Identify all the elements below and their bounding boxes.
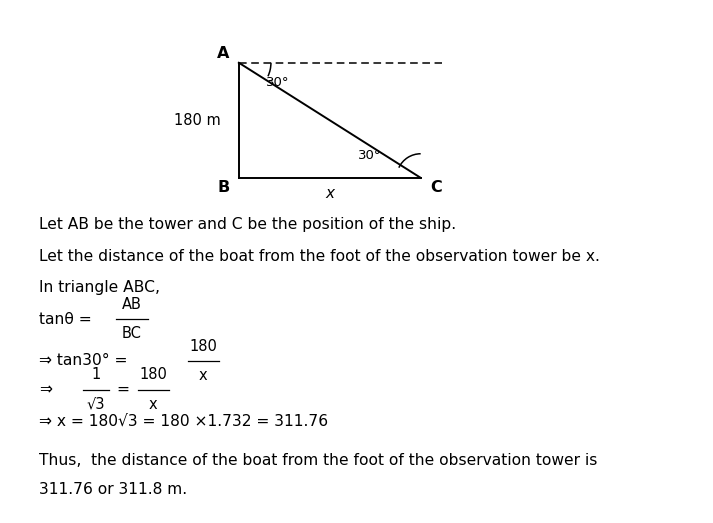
Text: =: = — [116, 382, 129, 397]
Text: AB: AB — [122, 297, 142, 312]
Text: 180 m: 180 m — [174, 113, 221, 128]
Text: C: C — [431, 180, 442, 195]
Text: B: B — [217, 180, 230, 195]
Text: √3: √3 — [87, 397, 106, 412]
Text: ⇒ x = 180√3 = 180 ×1.732 = 311.76: ⇒ x = 180√3 = 180 ×1.732 = 311.76 — [39, 414, 329, 428]
Text: ⇒ tan30° =: ⇒ tan30° = — [39, 354, 128, 368]
Text: Let AB be the tower and C be the position of the ship.: Let AB be the tower and C be the positio… — [39, 218, 456, 232]
Text: 180: 180 — [189, 339, 217, 354]
Text: x: x — [199, 368, 207, 383]
Text: x: x — [325, 186, 334, 201]
Text: 311.76 or 311.8 m.: 311.76 or 311.8 m. — [39, 482, 188, 496]
Text: tanθ =: tanθ = — [39, 312, 92, 326]
Text: 1: 1 — [92, 368, 101, 382]
Text: Let the distance of the boat from the foot of the observation tower be x.: Let the distance of the boat from the fo… — [39, 249, 600, 264]
Text: A: A — [217, 46, 230, 61]
Text: ⇒: ⇒ — [39, 382, 52, 397]
Text: Thus,  the distance of the boat from the foot of the observation tower is: Thus, the distance of the boat from the … — [39, 453, 597, 468]
Text: 30°: 30° — [267, 76, 289, 89]
Text: 180: 180 — [139, 368, 168, 382]
Text: BC: BC — [122, 326, 142, 341]
Text: x: x — [149, 397, 158, 412]
Text: 30°: 30° — [358, 150, 381, 162]
Text: In triangle ABC,: In triangle ABC, — [39, 280, 160, 295]
